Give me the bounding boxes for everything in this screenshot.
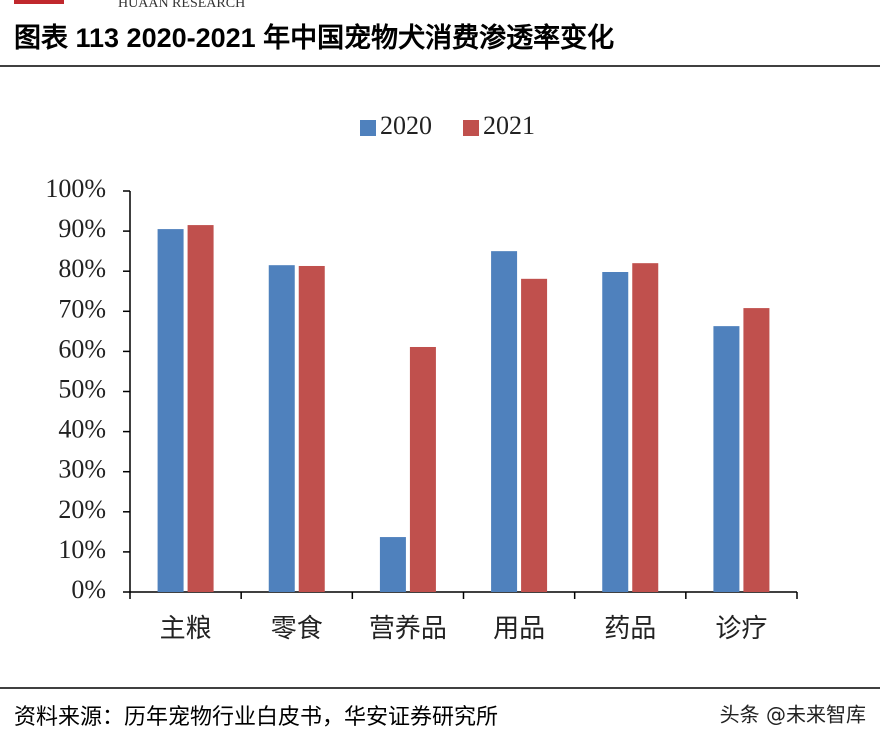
y-tick-label: 20% xyxy=(58,495,106,524)
legend-label: 2020 xyxy=(380,111,432,140)
bar xyxy=(379,537,406,592)
bar xyxy=(298,265,325,592)
bar xyxy=(409,346,436,592)
y-tick-label: 70% xyxy=(58,294,106,323)
legend-swatch xyxy=(463,120,479,136)
x-tick-label: 主粮 xyxy=(160,614,212,644)
legend-label: 2021 xyxy=(483,111,535,140)
y-tick-label: 50% xyxy=(58,374,106,403)
y-tick-label: 90% xyxy=(58,214,106,243)
bar xyxy=(521,278,548,592)
source-note: 资料来源：历年宠物行业白皮书，华安证券研究所 xyxy=(14,705,498,730)
bar xyxy=(268,265,295,592)
bar xyxy=(713,326,740,592)
x-tick-label: 药品 xyxy=(604,614,656,644)
x-tick-label: 营养品 xyxy=(369,614,447,644)
y-tick-label: 0% xyxy=(71,575,106,604)
bar xyxy=(491,251,518,592)
legend-swatch xyxy=(360,120,376,136)
bar xyxy=(602,272,629,592)
y-tick-label: 100% xyxy=(45,174,106,203)
chart-title: 图表 113 2020-2021 年中国宠物犬消费渗透率变化 xyxy=(14,22,614,53)
y-tick-label: 40% xyxy=(58,415,106,444)
y-tick-label: 60% xyxy=(58,334,106,363)
x-tick-label: 用品 xyxy=(493,614,545,644)
bar xyxy=(157,229,184,592)
brand: HUAAN RESEARCH xyxy=(118,0,245,11)
y-tick-label: 30% xyxy=(58,455,106,484)
x-tick-label: 零食 xyxy=(271,614,323,644)
watermark: 头条 @未来智库 xyxy=(720,703,866,727)
bar xyxy=(632,263,659,592)
y-tick-label: 10% xyxy=(58,535,106,564)
y-tick-label: 80% xyxy=(58,254,106,283)
bar xyxy=(743,308,770,592)
bar xyxy=(187,225,214,592)
brand-logo xyxy=(14,0,64,4)
x-tick-label: 诊疗 xyxy=(715,614,767,644)
